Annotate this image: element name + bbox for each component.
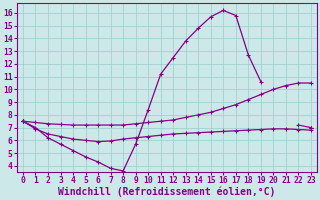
X-axis label: Windchill (Refroidissement éolien,°C): Windchill (Refroidissement éolien,°C) xyxy=(58,187,276,197)
